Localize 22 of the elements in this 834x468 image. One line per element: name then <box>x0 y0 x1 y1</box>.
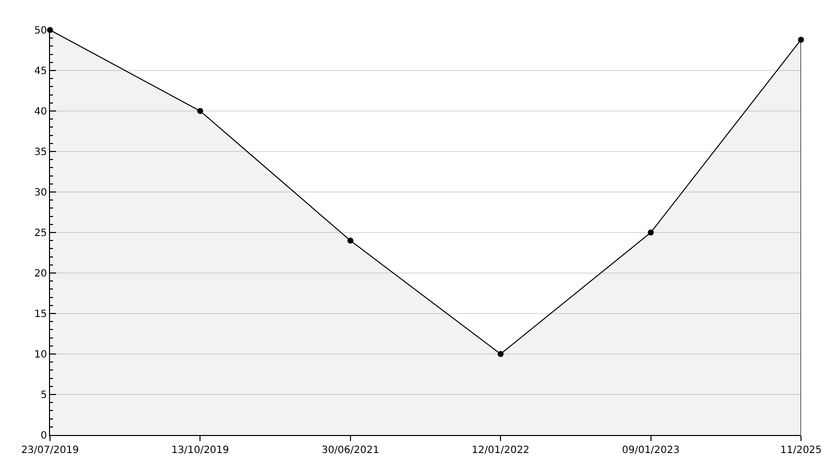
x-tick-label: 13/10/2019 <box>171 445 230 456</box>
y-tick-label: 30 <box>34 188 47 198</box>
point <box>347 238 354 244</box>
point <box>498 351 504 357</box>
y-tick-label: 0 <box>40 430 47 442</box>
x-tick-label: 11/2025 <box>780 445 822 456</box>
y-tick-label: 40 <box>34 106 47 118</box>
x-tick-label: 12/01/2022 <box>472 445 530 456</box>
y-tick-label: 25 <box>34 228 47 239</box>
y-tick-label: 5 <box>40 390 47 401</box>
y-tick-label: 10 <box>34 350 47 360</box>
y-tick-label: 50 <box>34 26 47 36</box>
point <box>798 36 804 43</box>
x-tick-label: 09/01/2023 <box>622 445 680 456</box>
y-tick-label: 15 <box>34 309 47 320</box>
point <box>648 230 654 236</box>
y-tick-label: 35 <box>34 147 47 158</box>
point <box>197 108 204 114</box>
y-tick-label: 20 <box>34 268 47 280</box>
y-tick-label: 45 <box>34 66 47 77</box>
x-tick-label: 23/07/2019 <box>21 445 79 456</box>
x-tick-label: 30/06/2021 <box>322 445 380 456</box>
